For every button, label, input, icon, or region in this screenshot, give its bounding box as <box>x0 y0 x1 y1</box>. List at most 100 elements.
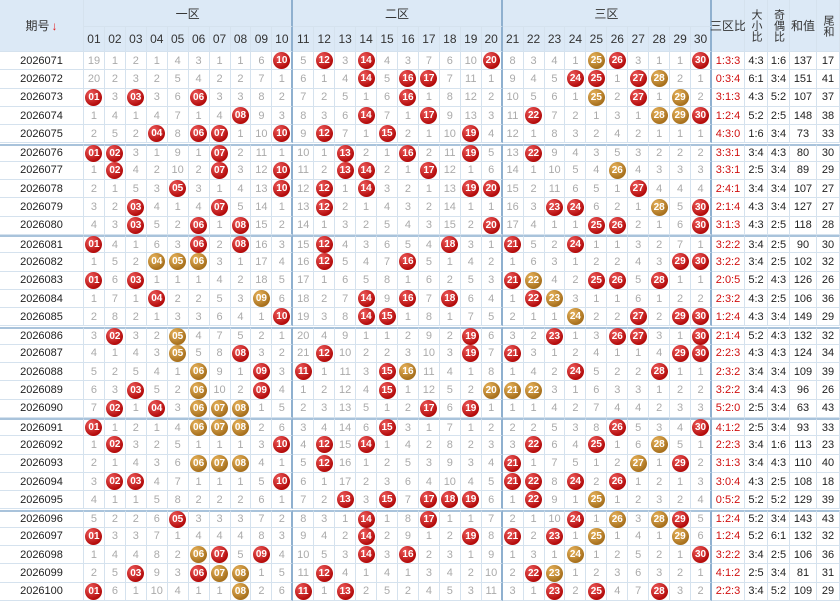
draw-cell: 12 <box>314 454 336 473</box>
miss-count: 1 <box>104 180 126 199</box>
draw-cell: 26 <box>607 418 629 437</box>
period: 2026085 <box>0 308 84 327</box>
sum: 107 <box>790 180 817 199</box>
miss-count: 2 <box>691 582 712 601</box>
draw-cell: 26 <box>607 216 629 235</box>
sum: 109 <box>790 582 817 601</box>
miss-count: 2 <box>188 161 210 181</box>
draw-cell: 24 <box>565 363 587 382</box>
number-header: 10 <box>272 27 294 52</box>
miss-count: 5 <box>523 235 545 254</box>
miss-count: 8 <box>418 308 440 327</box>
miss-count: 2 <box>523 180 545 199</box>
odd-ratio: 1:6 <box>768 436 790 455</box>
period: 2026072 <box>0 70 84 89</box>
size-ratio: 5:2 <box>745 509 768 528</box>
draw-cell: 15 <box>377 125 398 144</box>
miss-count: 8 <box>293 106 315 126</box>
miss-count: 3 <box>649 491 671 510</box>
miss-count: 3 <box>272 527 294 547</box>
number-header: 18 <box>439 27 461 52</box>
miss-count: 1 <box>565 564 587 583</box>
miss-count: 1 <box>691 271 712 290</box>
miss-count: 20 <box>84 70 105 89</box>
miss-count: 10 <box>481 564 503 583</box>
miss-count: 4 <box>418 472 440 492</box>
drawn-ball: 02 <box>106 161 124 179</box>
zone-ratio: 3:3:1 <box>712 161 745 181</box>
miss-count: 7 <box>167 106 189 126</box>
miss-count: 4 <box>251 454 273 473</box>
tail-sum: 23 <box>817 436 840 455</box>
miss-count: 7 <box>335 289 357 309</box>
draw-cell: 01 <box>84 582 105 601</box>
drawn-ball: 29 <box>671 253 689 271</box>
miss-count: 4 <box>146 106 168 126</box>
miss-count: 3 <box>628 381 650 400</box>
tail-sum: 26 <box>817 271 840 290</box>
miss-count: 1 <box>356 198 378 217</box>
draw-cell: 25 <box>586 70 608 89</box>
miss-count: 1 <box>230 472 252 492</box>
draw-cell: 22 <box>523 436 545 455</box>
size-ratio: 3:4 <box>745 381 768 400</box>
miss-count: 1 <box>418 88 440 107</box>
drawn-ball: 03 <box>127 198 145 216</box>
draw-cell: 23 <box>544 582 566 601</box>
draw-cell: 19 <box>460 399 482 418</box>
drawn-ball: 06 <box>190 419 208 437</box>
drawn-ball: 14 <box>357 510 375 528</box>
miss-count: 6 <box>439 52 461 71</box>
drawn-ball: 24 <box>566 363 584 381</box>
drawn-ball: 25 <box>587 216 605 234</box>
miss-count: 6 <box>670 216 692 235</box>
miss-count: 3 <box>272 106 294 126</box>
miss-count: 1 <box>649 125 671 144</box>
draw-cell: 19 <box>460 125 482 144</box>
drawn-ball: 06 <box>190 564 208 582</box>
draw-cell: 02 <box>104 436 126 455</box>
draw-cell: 24 <box>565 472 587 492</box>
miss-count: 2 <box>481 88 503 107</box>
draw-cell: 29 <box>670 106 692 126</box>
odd-ratio: 6:1 <box>768 527 790 547</box>
miss-count: 1 <box>230 363 252 382</box>
draw-cell: 01 <box>84 527 105 547</box>
draw-cell: 09 <box>251 381 273 400</box>
drawn-ball: 06 <box>190 399 208 417</box>
miss-count: 3 <box>230 161 252 181</box>
miss-count: 4 <box>167 582 189 601</box>
draw-cell: 19 <box>460 491 482 510</box>
draw-cell: 24 <box>565 70 587 89</box>
odd-ratio: 4:3 <box>768 326 790 345</box>
drawn-ball: 01 <box>85 582 103 600</box>
drawn-ball: 21 <box>504 381 522 399</box>
miss-count: 5 <box>439 582 461 601</box>
size-ratio: 5:2 <box>745 491 768 510</box>
miss-count: 8 <box>251 88 273 107</box>
drawn-ball: 17 <box>420 510 438 528</box>
drawn-ball: 19 <box>462 327 480 345</box>
drawn-ball: 23 <box>545 327 563 345</box>
miss-count: 6 <box>565 180 587 199</box>
sort-icon[interactable]: ↓ <box>51 18 58 33</box>
zone-ratio: 3:2:2 <box>712 381 745 400</box>
draw-cell: 20 <box>481 216 503 235</box>
miss-count: 7 <box>439 70 461 89</box>
draw-cell: 14 <box>356 436 378 455</box>
miss-count: 1 <box>460 509 482 528</box>
number-header: 08 <box>230 27 252 52</box>
drawn-ball: 21 <box>504 271 522 289</box>
period: 2026081 <box>0 235 84 254</box>
miss-count: 9 <box>209 363 231 382</box>
period: 2026087 <box>0 344 84 364</box>
miss-count: 1 <box>377 436 398 455</box>
period-header[interactable]: 期号 ↓ <box>0 0 84 52</box>
draw-cell: 14 <box>356 70 378 89</box>
miss-count: 1 <box>628 198 650 217</box>
draw-cell: 29 <box>670 308 692 327</box>
zone-ratio: 3:1:3 <box>712 454 745 473</box>
miss-count: 2 <box>628 216 650 235</box>
drawn-ball: 07 <box>211 454 229 472</box>
drawn-ball: 15 <box>378 419 396 437</box>
